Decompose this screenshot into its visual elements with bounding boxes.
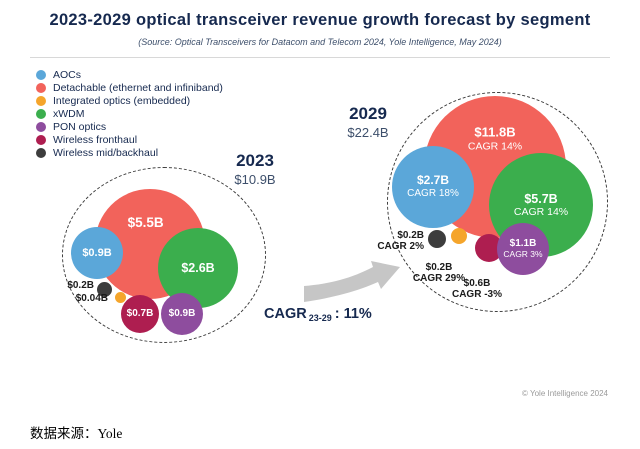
- callout-2023-midbackhaul: $0.2B: [67, 280, 94, 291]
- legend: AOCs Detachable (ethernet and infiniband…: [36, 68, 223, 159]
- bubble-2029-detachable-labels: $11.8B CAGR 14%: [424, 124, 566, 153]
- callout-2029-fronthaul-cagr: CAGR -3%: [451, 289, 502, 300]
- legend-label-aocs: AOCs: [53, 68, 82, 81]
- callout-2029-midbackhaul-cagr: CAGR 2%: [377, 241, 424, 252]
- callout-2029-fronthaul-value: $0.6B: [463, 278, 491, 289]
- legend-item-aocs: AOCs: [36, 68, 223, 81]
- year-2029-total: $22.4B: [347, 125, 389, 140]
- chart-title: 2023-2029 optical transceiver revenue gr…: [49, 11, 591, 29]
- legend-item-fronthaul: Wireless fronthaul: [36, 133, 223, 146]
- legend-dot-xwdm-icon: [36, 108, 46, 119]
- legend-label-xwdm: xWDM: [53, 107, 85, 120]
- callout-2029-midbackhaul: $0.2B CAGR 2%: [370, 230, 424, 252]
- callout-2029-integrated: $0.2B CAGR 29%: [408, 262, 470, 284]
- copyright-note: © Yole Intelligence 2024: [522, 389, 608, 398]
- legend-item-detachable: Detachable (ethernet and infiniband): [36, 81, 223, 94]
- bubble-2029-aocs-cagr: CAGR 18%: [407, 188, 459, 200]
- bubble-2029-detachable-value: $11.8B: [474, 124, 516, 140]
- bubble-2023-fronthaul-value: $0.7B: [126, 308, 154, 320]
- bubble-2023-integrated: [115, 292, 126, 303]
- bubble-2029-xwdm-cagr: CAGR 14%: [513, 206, 569, 219]
- bubble-2023-aocs-value: $0.9B: [82, 246, 112, 259]
- legend-item-integrated: Integrated optics (embedded): [36, 94, 223, 107]
- cluster-2023-outline: [62, 167, 266, 343]
- legend-item-midbackhaul: Wireless mid/backhaul: [36, 146, 223, 159]
- year-2023-label: 2023: [236, 151, 274, 170]
- bubble-2023-pon: $0.9B: [161, 293, 203, 335]
- cagr-word: CAGR: [264, 306, 307, 322]
- legend-label-midbackhaul: Wireless mid/backhaul: [53, 146, 159, 159]
- legend-dot-detachable-icon: [36, 82, 46, 93]
- callout-2023-integrated: $0.04B: [75, 293, 108, 304]
- callout-2029-fronthaul: $0.6B CAGR -3%: [446, 278, 508, 300]
- cagr-value: : 11%: [334, 306, 372, 322]
- bubble-2029-integrated: [451, 228, 467, 244]
- cluster-2029-outline: [387, 92, 608, 312]
- bubble-2029-pon-cagr: CAGR 3%: [503, 248, 543, 259]
- bubble-2023-midbackhaul: [97, 282, 112, 297]
- bubble-2029-detachable-cagr: CAGR 14%: [467, 140, 523, 153]
- legend-label-detachable: Detachable (ethernet and infiniband): [53, 81, 223, 94]
- cagr-period: 23-29: [308, 313, 332, 323]
- bubble-2029-aocs: $2.7B CAGR 18%: [392, 146, 474, 228]
- bubble-2023-pon-value: $0.9B: [168, 308, 196, 320]
- legend-dot-fronthaul-icon: [36, 134, 46, 145]
- bubble-2023-detachable-value: $5.5B: [127, 215, 164, 231]
- year-2029-label: 2029: [349, 104, 387, 123]
- year-2023-total: $10.9B: [234, 172, 276, 187]
- bubble-2023-xwdm-value: $2.6B: [181, 260, 215, 275]
- bubble-2029-aocs-value: $2.7B: [416, 173, 450, 188]
- legend-label-pon: PON optics: [53, 120, 107, 133]
- legend-item-pon: PON optics: [36, 120, 223, 133]
- legend-label-fronthaul: Wireless fronthaul: [53, 133, 138, 146]
- bubble-2029-pon-value: $1.1B: [509, 238, 537, 250]
- legend-dot-integrated-icon: [36, 95, 46, 106]
- title-divider: [30, 57, 610, 58]
- growth-arrow-icon: [304, 261, 400, 302]
- callout-2029-midbackhaul-value: $0.2B: [397, 230, 424, 241]
- legend-item-xwdm: xWDM: [36, 107, 223, 120]
- bubble-2023-aocs: $0.9B: [71, 227, 123, 279]
- callout-2029-integrated-value: $0.2B: [425, 262, 453, 273]
- data-source-note-cn: 数据来源：Yole: [30, 426, 123, 441]
- legend-dot-pon-icon: [36, 121, 46, 132]
- legend-dot-aocs-icon: [36, 69, 46, 80]
- bubble-2029-midbackhaul: [428, 230, 446, 248]
- bubble-2029-xwdm-value: $5.7B: [524, 191, 558, 206]
- legend-label-integrated: Integrated optics (embedded): [53, 94, 191, 107]
- overall-cagr-annotation: CAGR 23-29: 11%: [264, 306, 372, 323]
- bubble-2029-pon: $1.1B CAGR 3%: [497, 223, 549, 275]
- year-2023-header: 2023 $10.9B: [210, 151, 300, 187]
- callout-2029-integrated-cagr: CAGR 29%: [412, 273, 466, 284]
- chart-subtitle: (Source: Optical Transceivers for Dataco…: [138, 37, 502, 47]
- year-2029-header: 2029 $22.4B: [326, 104, 410, 140]
- bubble-2023-fronthaul: $0.7B: [121, 295, 159, 333]
- legend-dot-midbackhaul-icon: [36, 147, 46, 158]
